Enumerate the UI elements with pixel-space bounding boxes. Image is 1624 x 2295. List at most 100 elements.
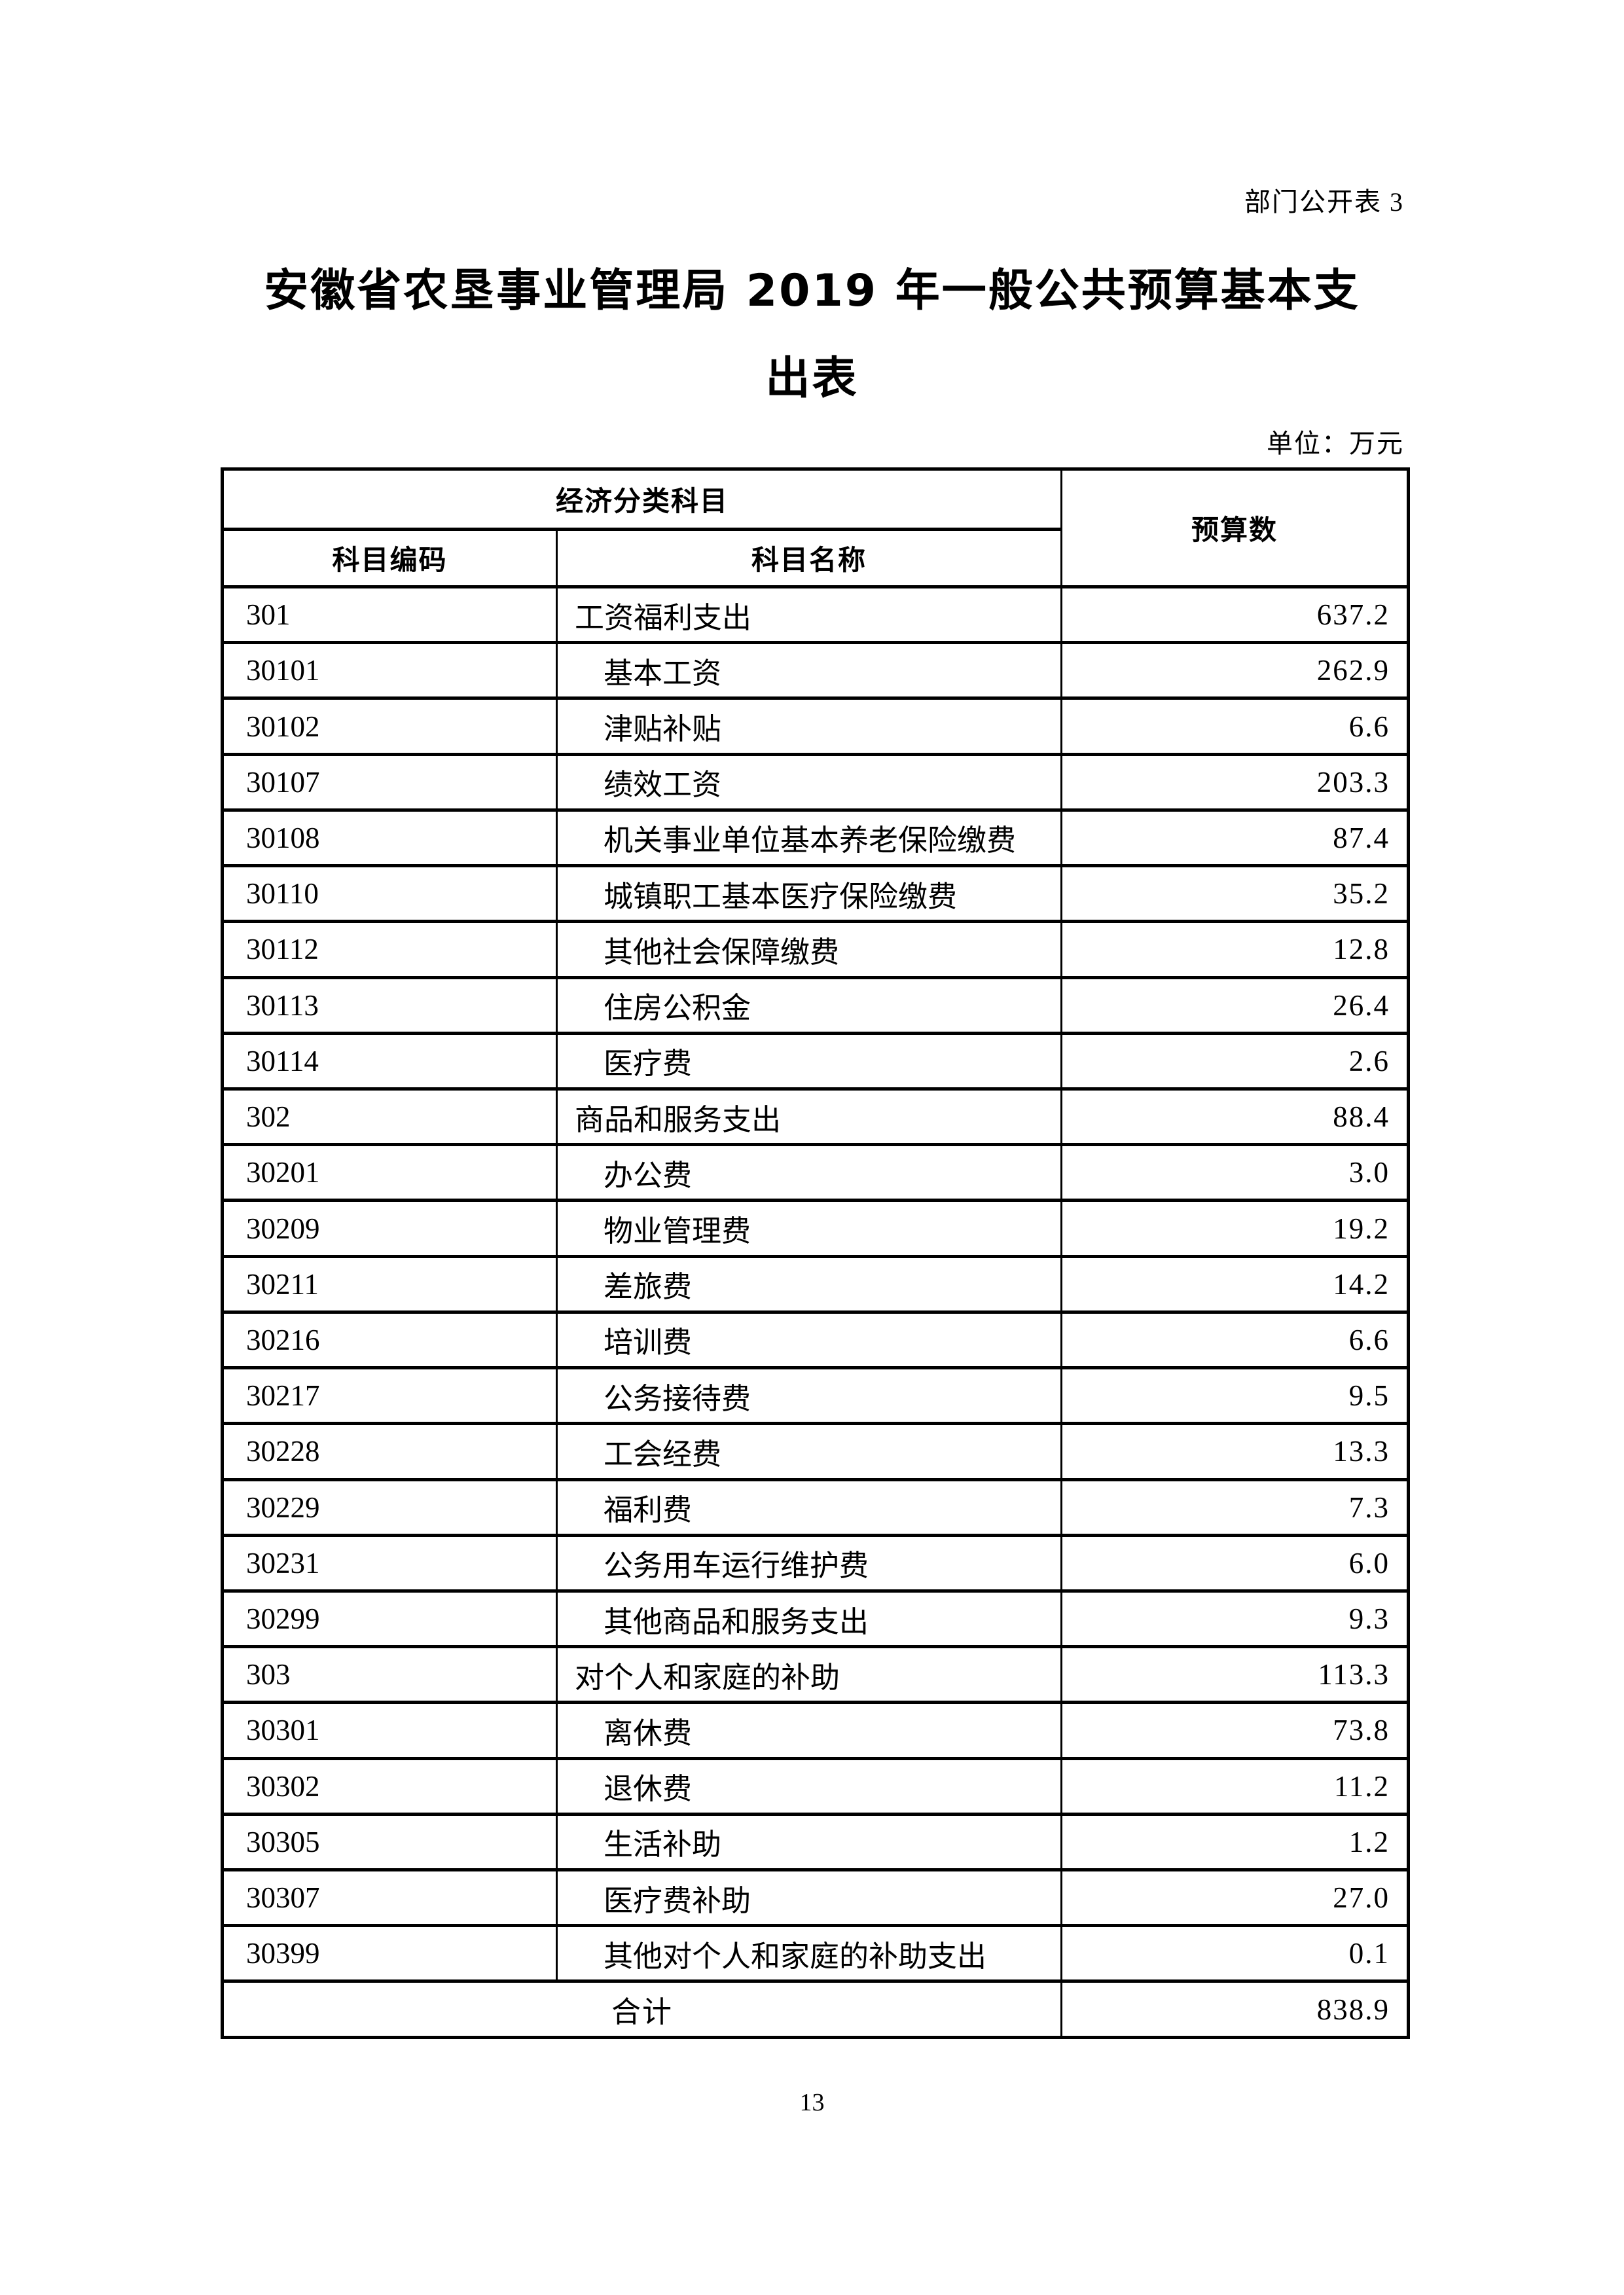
subject-code: 30216 — [221, 1310, 558, 1370]
subject-name: 培训费 — [555, 1310, 1063, 1370]
budget-value: 9.3 — [1060, 1589, 1410, 1649]
table-row: 30229 福利费 7.3 — [221, 1477, 1410, 1537]
subject-code: 30112 — [221, 920, 558, 979]
budget-value: 0.1 — [1060, 1924, 1410, 1983]
subject-name: 工资福利支出 — [555, 585, 1063, 645]
table-row: 30399 其他对个人和家庭的补助支出 0.1 — [221, 1924, 1410, 1983]
subject-name: 商品和服务支出 — [555, 1087, 1063, 1147]
budget-value: 203.3 — [1060, 752, 1410, 812]
subject-code: 30102 — [221, 696, 558, 756]
table-row: 30102 津贴补贴 6.6 — [221, 696, 1410, 756]
subject-name: 其他商品和服务支出 — [555, 1589, 1063, 1649]
budget-value: 12.8 — [1060, 920, 1410, 979]
budget-value: 113.3 — [1060, 1645, 1410, 1705]
table-row: 30108 机关事业单位基本养老保险缴费 87.4 — [221, 808, 1410, 868]
total-label: 合计 — [221, 1979, 1063, 2039]
budget-value: 9.5 — [1060, 1366, 1410, 1426]
table-row: 30201 办公费 3.0 — [221, 1143, 1410, 1202]
column-header-group: 经济分类科目 — [221, 467, 1063, 531]
column-header-code: 科目编码 — [221, 528, 558, 588]
budget-value: 19.2 — [1060, 1199, 1410, 1258]
budget-value: 637.2 — [1060, 585, 1410, 645]
table-row: 30301 离休费 73.8 — [221, 1701, 1410, 1760]
budget-value: 73.8 — [1060, 1701, 1410, 1760]
subject-code: 30209 — [221, 1199, 558, 1258]
subject-code: 30305 — [221, 1812, 558, 1872]
subject-name: 城镇职工基本医疗保险缴费 — [555, 864, 1063, 924]
budget-value: 6.6 — [1060, 696, 1410, 756]
budget-value: 27.0 — [1060, 1868, 1410, 1928]
subject-code: 30302 — [221, 1756, 558, 1816]
subject-code: 30108 — [221, 808, 558, 868]
table-row: 30216 培训费 6.6 — [221, 1310, 1410, 1370]
subject-code: 30231 — [221, 1533, 558, 1593]
budget-value: 2.6 — [1060, 1031, 1410, 1091]
header-row-group: 经济分类科目 预算数 — [221, 467, 1410, 588]
table-row: 30302 退休费 11.2 — [221, 1756, 1410, 1816]
subject-code: 30114 — [221, 1031, 558, 1091]
subject-code: 301 — [221, 585, 558, 645]
budget-value: 6.6 — [1060, 1310, 1410, 1370]
table-row: 30231 公务用车运行维护费 6.0 — [221, 1533, 1410, 1593]
budget-value: 26.4 — [1060, 975, 1410, 1035]
table-row: 30305 生活补助 1.2 — [221, 1812, 1410, 1872]
table-row: 30110 城镇职工基本医疗保险缴费 35.2 — [221, 864, 1410, 924]
total-row: 合计 838.9 — [221, 1979, 1410, 2039]
subject-code: 302 — [221, 1087, 558, 1147]
subject-code: 30110 — [221, 864, 558, 924]
subject-code: 30217 — [221, 1366, 558, 1426]
table-row: 30228 工会经费 13.3 — [221, 1422, 1410, 1481]
subject-name: 公务接待费 — [555, 1366, 1063, 1426]
subject-code: 30101 — [221, 641, 558, 700]
subject-name: 医疗费 — [555, 1031, 1063, 1091]
table-row: 30107 绩效工资 203.3 — [221, 752, 1410, 812]
column-header-name: 科目名称 — [555, 528, 1063, 588]
table-row: 30307 医疗费补助 27.0 — [221, 1868, 1410, 1928]
table-row: 30209 物业管理费 19.2 — [221, 1199, 1410, 1258]
subject-code: 30229 — [221, 1477, 558, 1537]
page-number: 13 — [799, 2089, 825, 2116]
budget-value: 3.0 — [1060, 1143, 1410, 1202]
subject-name: 福利费 — [555, 1477, 1063, 1537]
page-title-line2: 出表 — [765, 353, 859, 405]
table-row: 303 对个人和家庭的补助 113.3 — [221, 1645, 1410, 1705]
subject-code: 30307 — [221, 1868, 558, 1928]
corner-label: 部门公开表 3 — [1244, 187, 1404, 217]
table-row: 30112 其他社会保障缴费 12.8 — [221, 920, 1410, 979]
subject-code: 30299 — [221, 1589, 558, 1649]
subject-name: 基本工资 — [555, 641, 1063, 700]
budget-value: 87.4 — [1060, 808, 1410, 868]
budget-value: 262.9 — [1060, 641, 1410, 700]
subject-code: 30301 — [221, 1701, 558, 1760]
budget-value: 35.2 — [1060, 864, 1410, 924]
budget-value: 14.2 — [1060, 1254, 1410, 1314]
subject-name: 机关事业单位基本养老保险缴费 — [555, 808, 1063, 868]
table-row: 302 商品和服务支出 88.4 — [221, 1087, 1410, 1147]
total-value: 838.9 — [1060, 1979, 1410, 2039]
table-row: 30101 基本工资 262.9 — [221, 641, 1410, 700]
subject-code: 30113 — [221, 975, 558, 1035]
budget-value: 13.3 — [1060, 1422, 1410, 1481]
subject-name: 工会经费 — [555, 1422, 1063, 1481]
subject-code: 30211 — [221, 1254, 558, 1314]
table-row: 30299 其他商品和服务支出 9.3 — [221, 1589, 1410, 1649]
subject-name: 公务用车运行维护费 — [555, 1533, 1063, 1593]
table-row: 30114 医疗费 2.6 — [221, 1031, 1410, 1091]
subject-name: 物业管理费 — [555, 1199, 1063, 1258]
page-title-line1: 安徽省农垦事业管理局 2019 年一般公共预算基本支 — [264, 265, 1360, 317]
budget-table-body: 301 工资福利支出 637.2 30101 基本工资 262.9 30102 津贴补贴 6.6… — [221, 585, 1410, 2039]
unit-label: 单位：万元 — [1267, 429, 1404, 458]
subject-name: 津贴补贴 — [555, 696, 1063, 756]
subject-name: 办公费 — [555, 1143, 1063, 1202]
budget-value: 11.2 — [1060, 1756, 1410, 1816]
subject-name: 绩效工资 — [555, 752, 1063, 812]
page-title: 安徽省农垦事业管理局 2019 年一般公共预算基本支 出表 — [0, 247, 1624, 423]
table-row: 30217 公务接待费 9.5 — [221, 1366, 1410, 1426]
budget-table: 经济分类科目 预算数 科目编码 科目名称 301 工资福利支出 637.2 30101… — [221, 467, 1411, 2039]
subject-code: 30228 — [221, 1422, 558, 1481]
subject-name: 生活补助 — [555, 1812, 1063, 1872]
subject-code: 30107 — [221, 752, 558, 812]
subject-code: 303 — [221, 1645, 558, 1705]
budget-table-head: 经济分类科目 预算数 科目编码 科目名称 — [221, 467, 1410, 588]
